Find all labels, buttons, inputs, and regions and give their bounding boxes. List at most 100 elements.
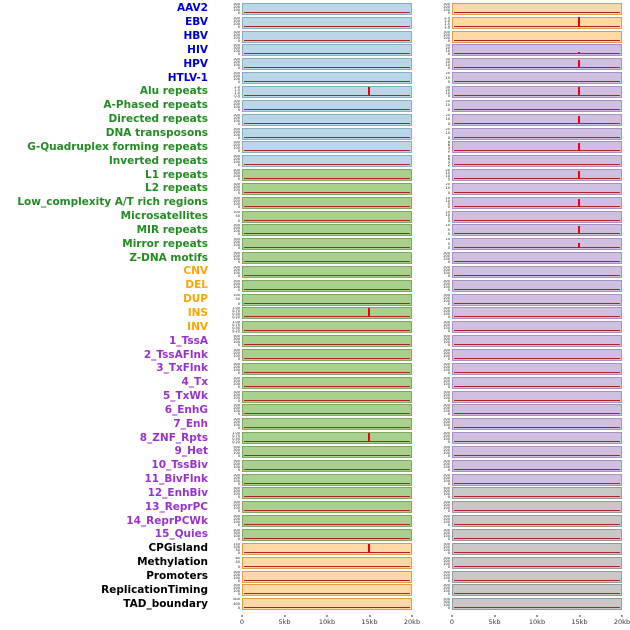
track-label: 13_ReprPC [144, 500, 208, 513]
y-tick-label: 100 [443, 533, 450, 538]
y-axis-ticks-left: 300 200 100 0 [212, 377, 242, 389]
track-panel-left [242, 584, 412, 597]
track-label: Microsatellites [120, 210, 208, 223]
y-tick-label: 200 [233, 143, 240, 148]
y-tick-label: 200 [443, 267, 450, 272]
y-tick-label: 300 [233, 515, 240, 519]
y-tick-label: 500 [233, 44, 240, 48]
y-tick-label: 0 [237, 370, 240, 375]
y-tick-label: 0 [447, 121, 450, 126]
track-row: 4_Tx 300 200 100 0 300 200 100 0 [0, 376, 630, 390]
signal-baseline [244, 441, 410, 443]
y-tick-label: 200 [443, 309, 450, 314]
y-axis-ticks-left: 300 200 100 0 [212, 474, 242, 486]
track-panel-left [242, 528, 412, 541]
track-label: HTLV-1 [167, 71, 208, 84]
y-tick-label: 300 [443, 390, 450, 394]
track-panel-left [242, 501, 412, 514]
track-label: Methylation [137, 556, 208, 569]
y-tick-label: 400 [233, 601, 240, 606]
signal-baseline [454, 94, 620, 96]
y-tick-label: 0 [237, 80, 240, 85]
track-panel-left [242, 155, 412, 168]
y-tick-label: 200 [443, 503, 450, 508]
y-tick-label: 300 [233, 182, 240, 186]
track-panel-right [452, 487, 622, 500]
track-panel-right [452, 182, 622, 195]
track-row: 12_EnhBiv 300 200 100 0 500 300 100 0 [0, 487, 630, 501]
signal-baseline [454, 454, 620, 456]
y-tick-label: 100 [233, 270, 240, 275]
y-tick-label: 300 [443, 321, 450, 325]
signal-baseline [244, 302, 410, 304]
track-panel-left [242, 570, 412, 583]
y-tick-label: 0 [447, 343, 450, 348]
signal-baseline [244, 316, 410, 318]
y-axis-ticks-left: 100 50 0 [212, 294, 242, 306]
y-tick-label: 300 [233, 16, 240, 20]
signal-baseline [244, 524, 410, 526]
y-axis-ticks-right: 300 200 100 0 [422, 294, 452, 306]
track-panel-left [242, 127, 412, 140]
track-label: 12_EnhBiv [147, 486, 208, 499]
signal-baseline [244, 81, 410, 83]
signal-spike [578, 225, 581, 235]
track-row: Microsatellites 100 50 0 15 10 5 0 [0, 210, 630, 224]
x-tick-mark [241, 615, 243, 617]
y-tick-label: 200 [443, 4, 450, 9]
y-axis-ticks-right: 300 200 100 0 [422, 515, 452, 527]
y-tick-label: 0.75 [232, 323, 240, 328]
y-tick-label: 100 [443, 340, 450, 345]
y-tick-label: 200 [233, 60, 240, 65]
y-tick-label: 200 [443, 406, 450, 411]
track-panel-right [452, 321, 622, 334]
y-tick-label: 0 [237, 343, 240, 348]
y-tick-label: 0 [447, 232, 450, 237]
y-axis-ticks-right: 300 200 100 0 [422, 377, 452, 389]
track-label: INV [187, 320, 208, 333]
y-tick-label: 0 [447, 218, 450, 223]
y-axis-ticks-right: 300 200 100 0 [422, 501, 452, 513]
track-panel-right [452, 44, 622, 57]
y-tick-label: 500 [233, 528, 240, 532]
y-axis-ticks-left: 300 200 100 0 [212, 128, 242, 140]
y-tick-label: 200 [233, 240, 240, 245]
track-panel-left [242, 265, 412, 278]
signal-baseline [454, 81, 620, 83]
y-tick-label: 0 [237, 398, 240, 403]
track-row: MIR repeats 300 200 100 0 10 5 0 [0, 224, 630, 238]
track-row: 1_TssA 500 300 100 0 500 300 100 0 [0, 334, 630, 348]
y-tick-label: 0 [447, 370, 450, 375]
track-label: 5_TxWk [162, 390, 208, 403]
y-axis-ticks-right: 30 20 10 0 [422, 86, 452, 98]
signal-baseline [244, 67, 410, 69]
y-tick-label: 0 [447, 398, 450, 403]
signal-baseline [244, 413, 410, 415]
track-row: 5_TxWk 300 200 100 0 300 200 100 0 [0, 390, 630, 404]
track-panel-left [242, 182, 412, 195]
signal-baseline [454, 150, 620, 152]
signal-baseline [454, 468, 620, 470]
signal-baseline [454, 67, 620, 69]
track-panel-left [242, 432, 412, 445]
signal-baseline [244, 537, 410, 539]
y-axis-ticks-right: 300 200 100 0 [422, 584, 452, 596]
track-panel-right [452, 376, 622, 389]
track-row: DEL 300 200 100 0 300 200 100 0 [0, 279, 630, 293]
y-axis-ticks-right: 300 200 100 0 [422, 460, 452, 472]
y-axis-ticks-left: 300 200 100 0 [212, 280, 242, 292]
track-label: Low_complexity A/T rich regions [17, 196, 208, 209]
y-tick-label: 300 [233, 376, 240, 380]
y-tick-label: 200 [233, 101, 240, 106]
y-tick-label: 100 [233, 544, 240, 549]
signal-baseline [244, 344, 410, 346]
x-tick-label: 5kb [488, 618, 501, 626]
y-tick-label: 200 [233, 281, 240, 286]
y-axis-ticks-right: 500 300 100 0 [422, 598, 452, 610]
y-tick-label: 300 [443, 2, 450, 6]
track-row: DNA transposons 300 200 100 0 20 10 0 [0, 127, 630, 141]
track-panel-right [452, 528, 622, 541]
y-tick-label: 500 [233, 445, 240, 449]
signal-baseline [454, 302, 620, 304]
